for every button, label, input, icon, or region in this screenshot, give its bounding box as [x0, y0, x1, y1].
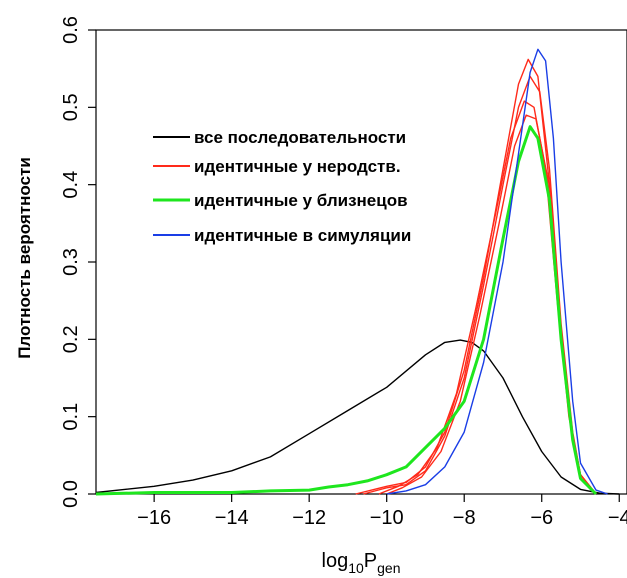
- x-tick-label: −12: [292, 507, 326, 529]
- legend-label: идентичные у близнецов: [194, 191, 408, 210]
- y-tick-label: 0.6: [60, 16, 82, 44]
- legend: все последовательности идентичные у нерод…: [153, 128, 411, 245]
- y-tick-label: 0.2: [60, 325, 82, 353]
- series-line-1-1: [95, 339, 620, 495]
- y-tick-label: 0.3: [60, 248, 82, 276]
- curves-layer: [95, 48, 620, 496]
- x-tick-label: −10: [370, 507, 404, 529]
- series-line-4-1: [386, 48, 608, 495]
- x-axis-title: log10Pgen: [322, 550, 401, 576]
- plot-frame: [95, 29, 627, 495]
- x-tick-label: −4: [608, 507, 627, 529]
- y-tick-label: 0.5: [60, 93, 82, 121]
- x-axis-title-sub2: gen: [377, 560, 400, 576]
- x-axis-title-sub1: 10: [348, 560, 364, 576]
- y-tick-label: 0.0: [60, 480, 82, 508]
- legend-label: идентичные в симуляции: [194, 226, 411, 245]
- y-tick-label: 0.4: [60, 171, 82, 199]
- series-line-3-1: [95, 125, 598, 496]
- y-axis-title: Плотность вероятности: [15, 157, 34, 359]
- x-tick-label: −6: [530, 507, 553, 529]
- x-tick-label: −16: [137, 507, 171, 529]
- legend-label: идентичные у неродств.: [194, 157, 401, 176]
- x-axis: −16 −14 −12 −10 −8 −6 −4: [137, 494, 627, 529]
- x-tick-label: −8: [453, 507, 476, 529]
- y-tick-label: 0.1: [60, 403, 82, 431]
- y-axis: 0.0 0.1 0.2 0.3 0.4 0.5 0.6: [60, 16, 96, 508]
- x-tick-label: −14: [215, 507, 249, 529]
- x-axis-title-base: log: [322, 550, 349, 572]
- series-line-2-1: [355, 58, 597, 495]
- legend-label: все последовательности: [194, 128, 406, 147]
- x-axis-title-main: P: [364, 550, 377, 572]
